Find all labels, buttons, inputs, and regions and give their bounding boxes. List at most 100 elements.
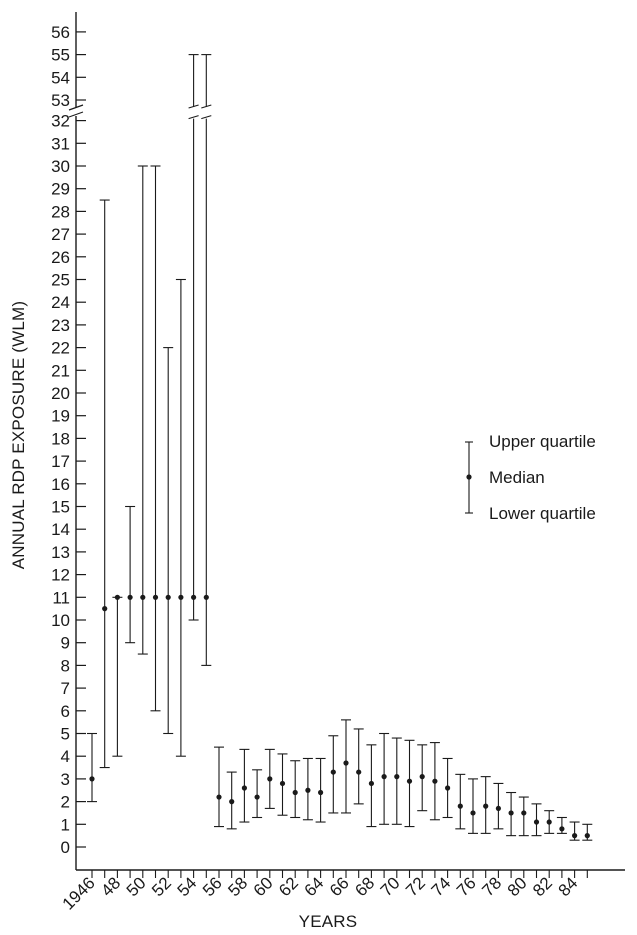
y-tick-label: 19 [51,407,70,426]
y-tick-label: 4 [61,747,70,766]
median-point [165,594,171,600]
y-tick-label: 24 [51,293,70,312]
median-point [343,760,349,766]
y-tick-label: 10 [51,611,70,630]
y-tick-label: 6 [61,702,70,721]
error-bar-1955 [201,54,212,666]
legend-median-point [466,474,472,480]
x-tick-label: 64 [301,873,328,900]
error-bar-1960 [264,748,275,809]
error-bar-1956 [214,746,224,828]
error-bar-1952 [163,347,174,735]
median-point [457,803,463,809]
median-point [559,826,565,832]
x-tick-label: 74 [428,873,455,900]
y-tick-label: 3 [61,770,70,789]
y-tick-label: 22 [51,339,70,358]
median-point [394,774,400,780]
median-point [318,789,324,796]
error-bar-1979 [506,791,517,837]
median-point [584,833,590,839]
x-tick-label: 80 [504,873,531,900]
error-bar-1953 [175,278,186,757]
x-tick-label: 62 [275,873,302,900]
median-point [533,819,540,825]
median-point [305,787,311,793]
error-bar-1950 [137,165,148,655]
error-bar-1964 [315,757,326,823]
legend-median-label: Median [489,468,545,487]
error-bar-1957 [226,771,237,830]
y-tick-label: 30 [51,157,70,176]
median-point [191,594,197,600]
y-tick-label: 13 [51,543,70,562]
error-bar-1954 [188,54,199,621]
error-bar-1977 [480,776,491,834]
y-tick-label: 5 [61,725,70,744]
y-tick-label: 0 [61,838,70,857]
error-bar-1948 [112,594,123,757]
y-tick-label: 9 [61,634,70,653]
median-point [279,780,286,787]
error-bar-1978 [493,782,504,830]
x-tick-label: 68 [351,873,378,900]
error-bar-1970 [391,737,402,825]
y-tick-label: 20 [51,384,70,403]
error-bar-1969 [379,732,390,825]
y-tick-label: 1 [61,815,70,834]
y-tick-label: 11 [52,588,70,607]
x-axis-ticks: 1946485052545658606264666870727476788082… [59,870,588,914]
y-tick-label: 16 [51,475,70,494]
y-tick-label: 32 [51,112,70,131]
error-bar-break [201,115,212,120]
median-point [521,810,527,816]
x-tick-label: 48 [97,873,124,900]
y-tick-label: 17 [51,452,70,471]
y-tick-label: 25 [51,271,70,290]
x-tick-label: 56 [199,873,226,900]
y-tick-label: 12 [51,566,70,585]
y-tick-label: 54 [51,68,70,87]
y-tick-label: 28 [51,202,70,221]
error-bar-1949 [125,505,136,644]
x-tick-label: 70 [377,873,404,900]
median-point [381,774,387,780]
median-point [229,799,235,805]
y-tick-label: 7 [61,679,70,698]
median-point [292,789,298,796]
y-tick-label: 31 [51,134,70,153]
median-point [203,594,209,600]
median-point [178,594,184,600]
median-point [356,769,362,775]
error-bar-1967 [353,728,364,805]
y-tick-label: 18 [51,429,70,448]
y-axis-title: ANNUAL RDP EXPOSURE (WLM) [9,301,28,570]
error-bar-1965 [328,735,339,814]
median-point [572,833,578,839]
error-bar-1983 [556,816,567,834]
axis-break-mark [68,104,84,111]
y-tick-label: 27 [51,225,70,244]
x-tick-label: 58 [224,873,251,900]
x-tick-label: 1946 [59,873,99,913]
y-tick-label: 53 [51,91,70,110]
error-bar-1971 [404,739,415,828]
error-bar-1980 [518,796,529,837]
x-tick-label: 82 [529,873,556,900]
error-bar-1974 [442,757,453,819]
median-point [89,776,95,782]
y-tick-label: 8 [61,656,70,675]
median-point [432,778,438,784]
y-tick-label: 21 [51,361,70,380]
error-bar-1976 [468,778,478,834]
error-bar-1946 [87,732,97,803]
median-point [114,594,120,600]
y-tick-label: 15 [51,498,70,517]
y-tick-label: 29 [51,180,70,199]
error-bar-1982 [544,810,555,834]
y-tick-label: 23 [51,316,70,335]
median-point [445,785,451,791]
legend: Upper quartile Median Lower quartile [465,432,596,523]
median-point [419,774,425,780]
